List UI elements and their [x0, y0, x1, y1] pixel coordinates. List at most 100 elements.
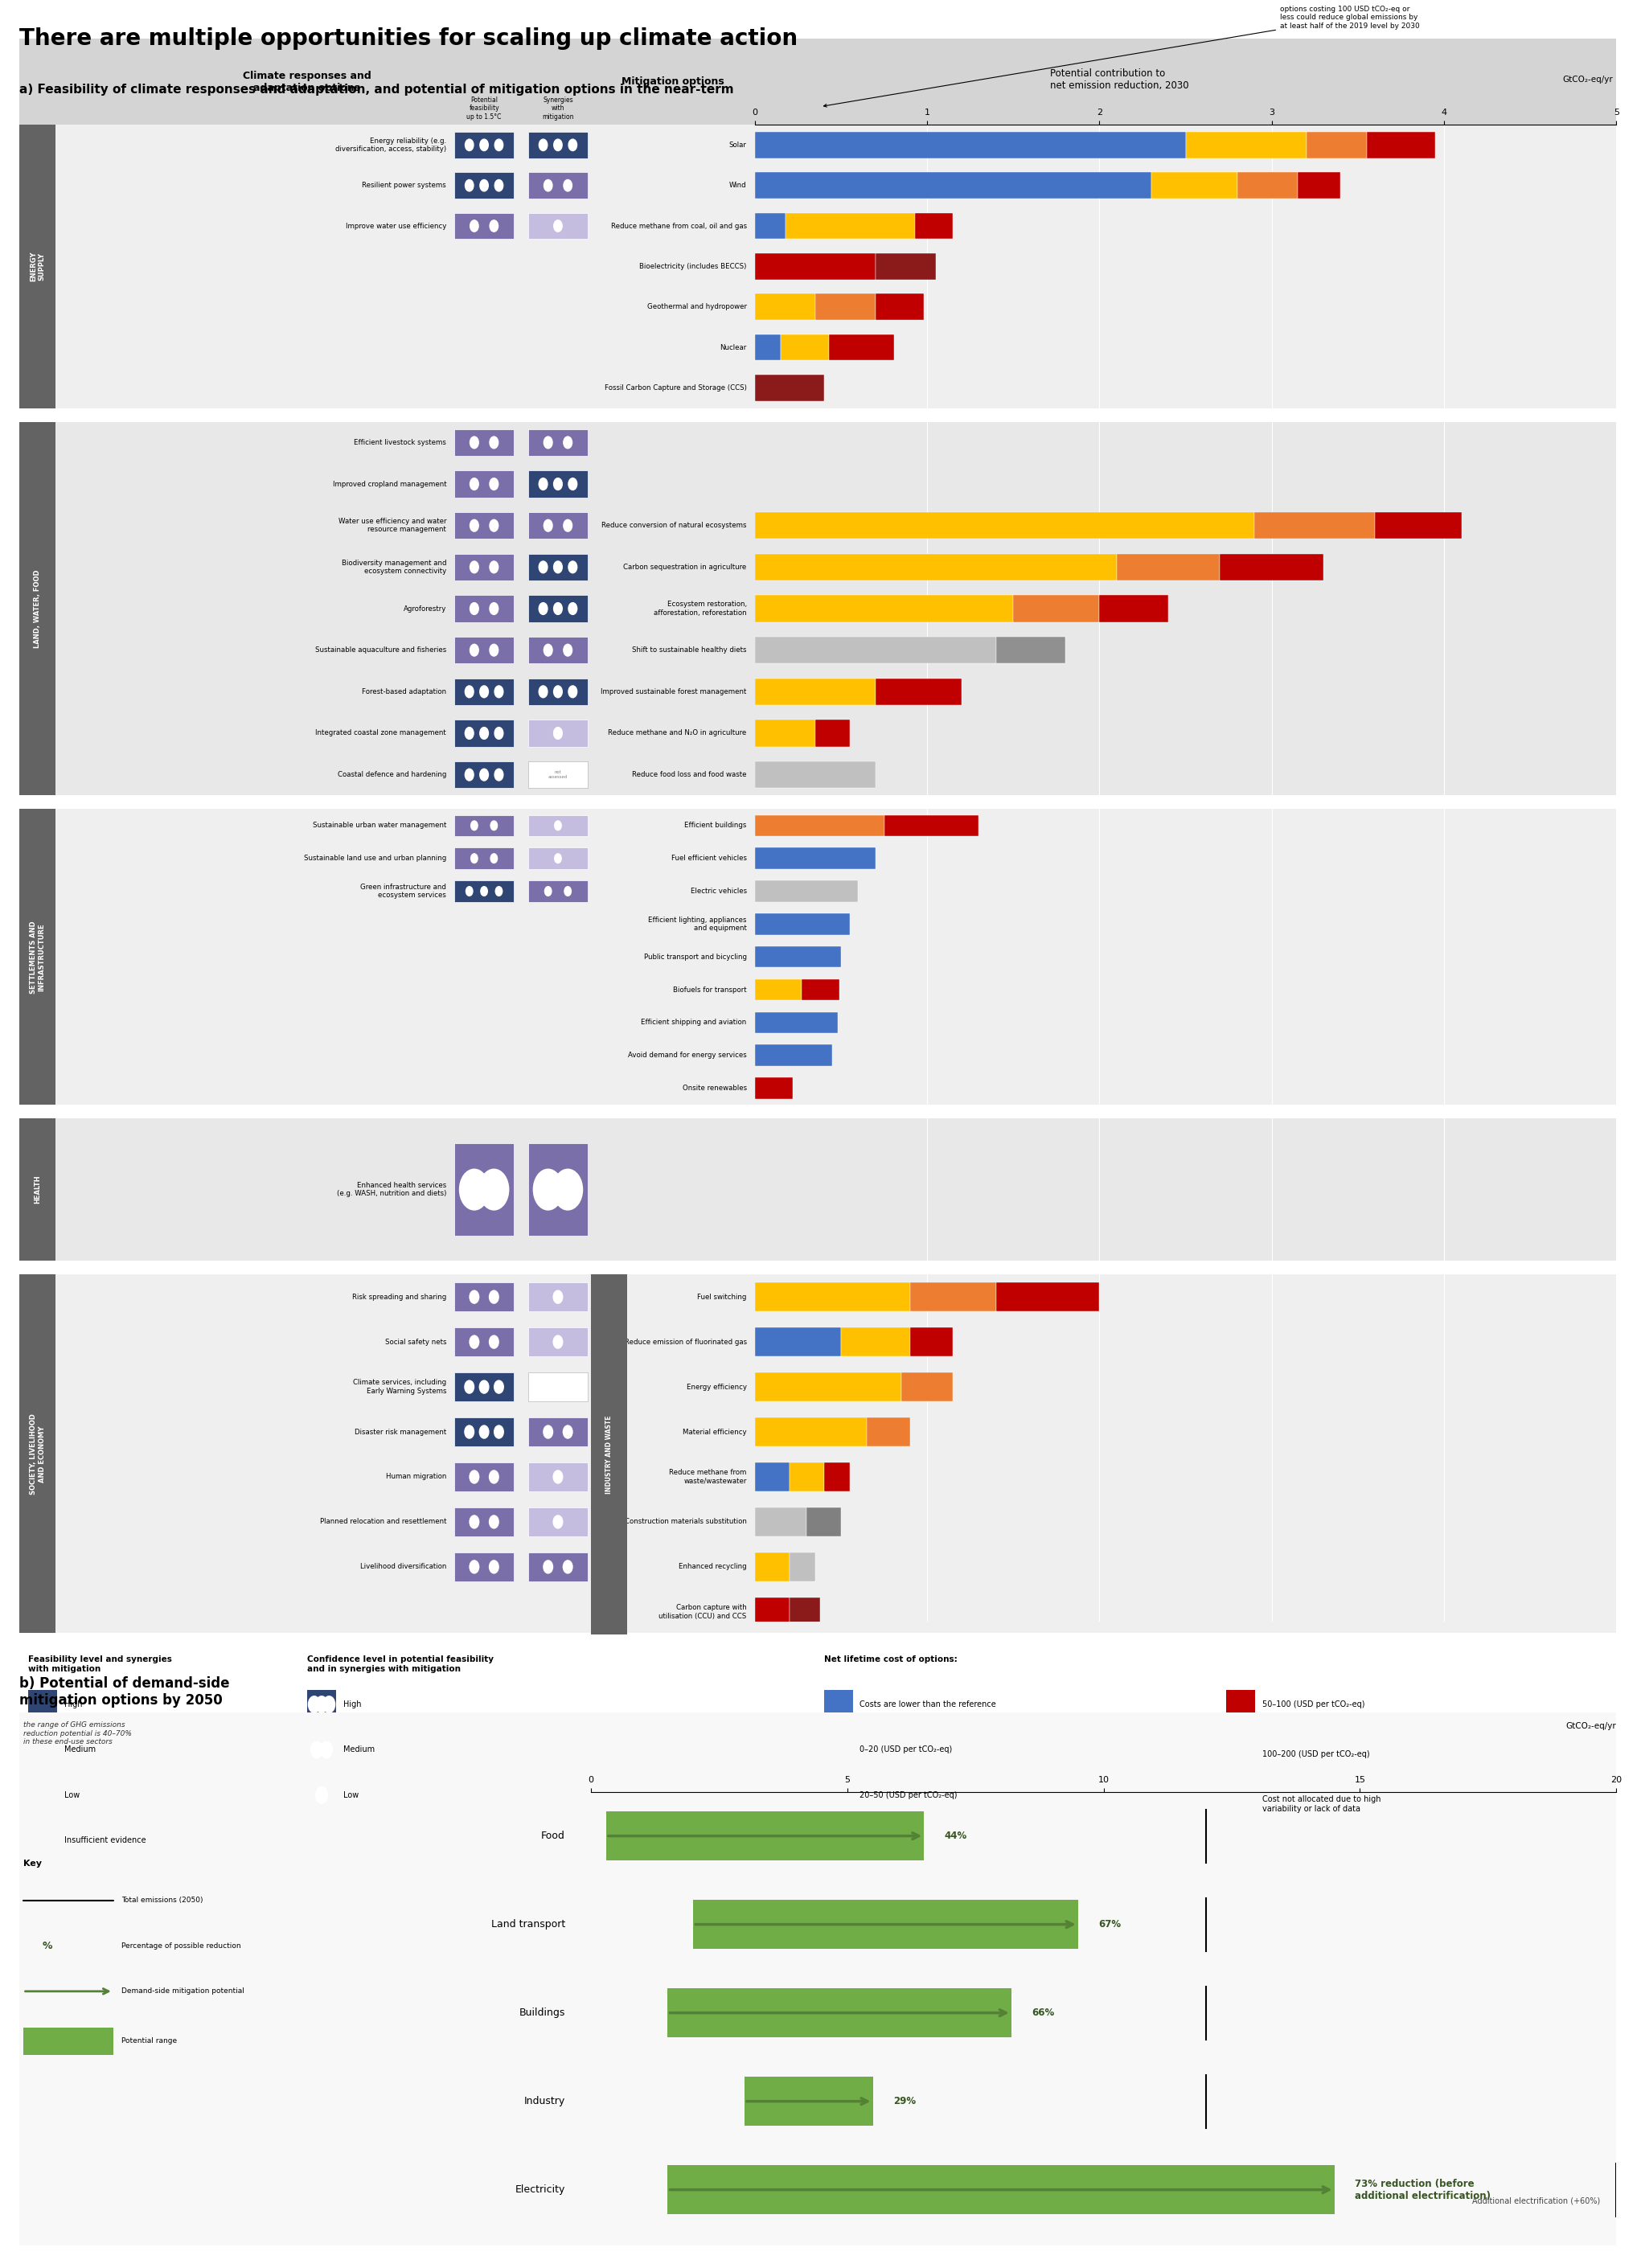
Text: 44%: 44%: [945, 1830, 967, 1842]
Text: b) Potential of demand-side
mitigation options by 2050: b) Potential of demand-side mitigation o…: [20, 1676, 230, 1708]
Circle shape: [479, 728, 489, 739]
Circle shape: [471, 821, 478, 830]
Circle shape: [563, 644, 573, 655]
Text: Electricity: Electricity: [515, 2184, 565, 2195]
Text: ENERGY
SUPPLY: ENERGY SUPPLY: [30, 252, 46, 281]
Circle shape: [464, 769, 474, 780]
Bar: [789, 1551, 816, 1581]
Bar: [755, 678, 876, 705]
Text: Green infrastructure and
ecosystem services: Green infrastructure and ecosystem servi…: [361, 885, 446, 898]
Bar: [1226, 1789, 1255, 1819]
Text: Bioelectricity (includes BECCS): Bioelectricity (includes BECCS): [640, 263, 747, 270]
Circle shape: [479, 769, 489, 780]
Bar: [755, 1077, 793, 1100]
Circle shape: [563, 435, 573, 449]
Circle shape: [469, 435, 479, 449]
Bar: [755, 333, 781, 361]
Circle shape: [464, 1427, 474, 1438]
Bar: [455, 1372, 514, 1402]
Circle shape: [491, 821, 497, 830]
Circle shape: [555, 853, 561, 864]
Bar: [693, 1901, 1078, 1948]
Bar: [455, 1463, 514, 1492]
Bar: [528, 1508, 587, 1535]
Circle shape: [533, 1170, 563, 1209]
Bar: [591, 1275, 1616, 1635]
Bar: [1116, 553, 1221, 581]
Bar: [1150, 172, 1237, 200]
Circle shape: [553, 1170, 583, 1209]
Bar: [884, 814, 978, 837]
Circle shape: [568, 138, 578, 150]
Text: Avoid demand for energy services: Avoid demand for energy services: [629, 1052, 747, 1059]
Circle shape: [538, 138, 548, 150]
Bar: [455, 678, 514, 705]
Bar: [755, 980, 801, 1000]
Bar: [455, 1418, 514, 1447]
Bar: [755, 1372, 901, 1402]
Bar: [455, 429, 514, 456]
Bar: [28, 1735, 57, 1765]
Circle shape: [563, 179, 573, 191]
Circle shape: [469, 603, 479, 615]
Bar: [528, 678, 587, 705]
Circle shape: [479, 179, 489, 191]
Bar: [455, 1143, 514, 1236]
Circle shape: [481, 887, 487, 896]
Circle shape: [494, 769, 504, 780]
Bar: [876, 295, 924, 320]
Bar: [455, 513, 514, 540]
Circle shape: [466, 887, 473, 896]
Bar: [755, 1597, 789, 1626]
Text: Efficient shipping and aviation: Efficient shipping and aviation: [642, 1018, 747, 1025]
Bar: [455, 637, 514, 665]
Text: Energy efficiency: Energy efficiency: [686, 1383, 747, 1390]
Bar: [755, 637, 996, 665]
Circle shape: [469, 1470, 479, 1483]
Circle shape: [469, 1336, 479, 1349]
Circle shape: [553, 1336, 563, 1349]
Bar: [591, 1118, 1616, 1261]
Text: Improved sustainable forest management: Improved sustainable forest management: [601, 687, 747, 696]
Circle shape: [323, 1696, 335, 1712]
Circle shape: [543, 519, 553, 531]
Text: Sustainable land use and urban planning: Sustainable land use and urban planning: [304, 855, 446, 862]
Text: Key: Key: [23, 1860, 41, 1869]
Text: Reduce methane from coal, oil and gas: Reduce methane from coal, oil and gas: [610, 222, 747, 229]
Circle shape: [553, 479, 563, 490]
Bar: [528, 719, 587, 746]
Text: Costs are lower than the reference: Costs are lower than the reference: [860, 1701, 996, 1708]
Text: Forest-based adaptation: Forest-based adaptation: [361, 687, 446, 696]
Bar: [996, 637, 1065, 665]
Bar: [789, 1597, 820, 1626]
Bar: [20, 422, 56, 796]
Circle shape: [464, 179, 474, 191]
Text: Disaster risk management: Disaster risk management: [354, 1429, 446, 1436]
Circle shape: [459, 1170, 489, 1209]
Text: Cost not allocated due to high
variability or lack of data: Cost not allocated due to high variabili…: [1262, 1796, 1380, 1812]
Text: a) Feasibility of climate responses and adaptation, and potential of mitigation : a) Feasibility of climate responses and …: [20, 84, 734, 95]
Text: Total emissions (2050): Total emissions (2050): [121, 1896, 203, 1905]
Bar: [755, 513, 1254, 540]
Bar: [20, 39, 591, 125]
Text: Medium: Medium: [64, 1746, 95, 1753]
Circle shape: [489, 519, 499, 531]
Circle shape: [538, 603, 548, 615]
Circle shape: [489, 220, 499, 231]
Text: Enhanced recycling: Enhanced recycling: [679, 1563, 747, 1569]
Circle shape: [543, 179, 553, 191]
Bar: [755, 1551, 789, 1581]
Circle shape: [464, 1381, 474, 1393]
Text: Construction materials substitution: Construction materials substitution: [625, 1517, 747, 1526]
Bar: [307, 1690, 336, 1719]
Circle shape: [496, 887, 502, 896]
Bar: [824, 1735, 853, 1765]
Bar: [1375, 513, 1460, 540]
Text: not
assessed: not assessed: [548, 771, 568, 780]
Text: Ecosystem restoration,
afforestation, reforestation: Ecosystem restoration, afforestation, re…: [653, 601, 747, 617]
Circle shape: [489, 644, 499, 655]
Text: 0–20 (USD per tCO₂-eq): 0–20 (USD per tCO₂-eq): [860, 1746, 952, 1753]
Text: Planned relocation and resettlement: Planned relocation and resettlement: [320, 1517, 446, 1526]
Circle shape: [489, 435, 499, 449]
Bar: [528, 132, 587, 159]
